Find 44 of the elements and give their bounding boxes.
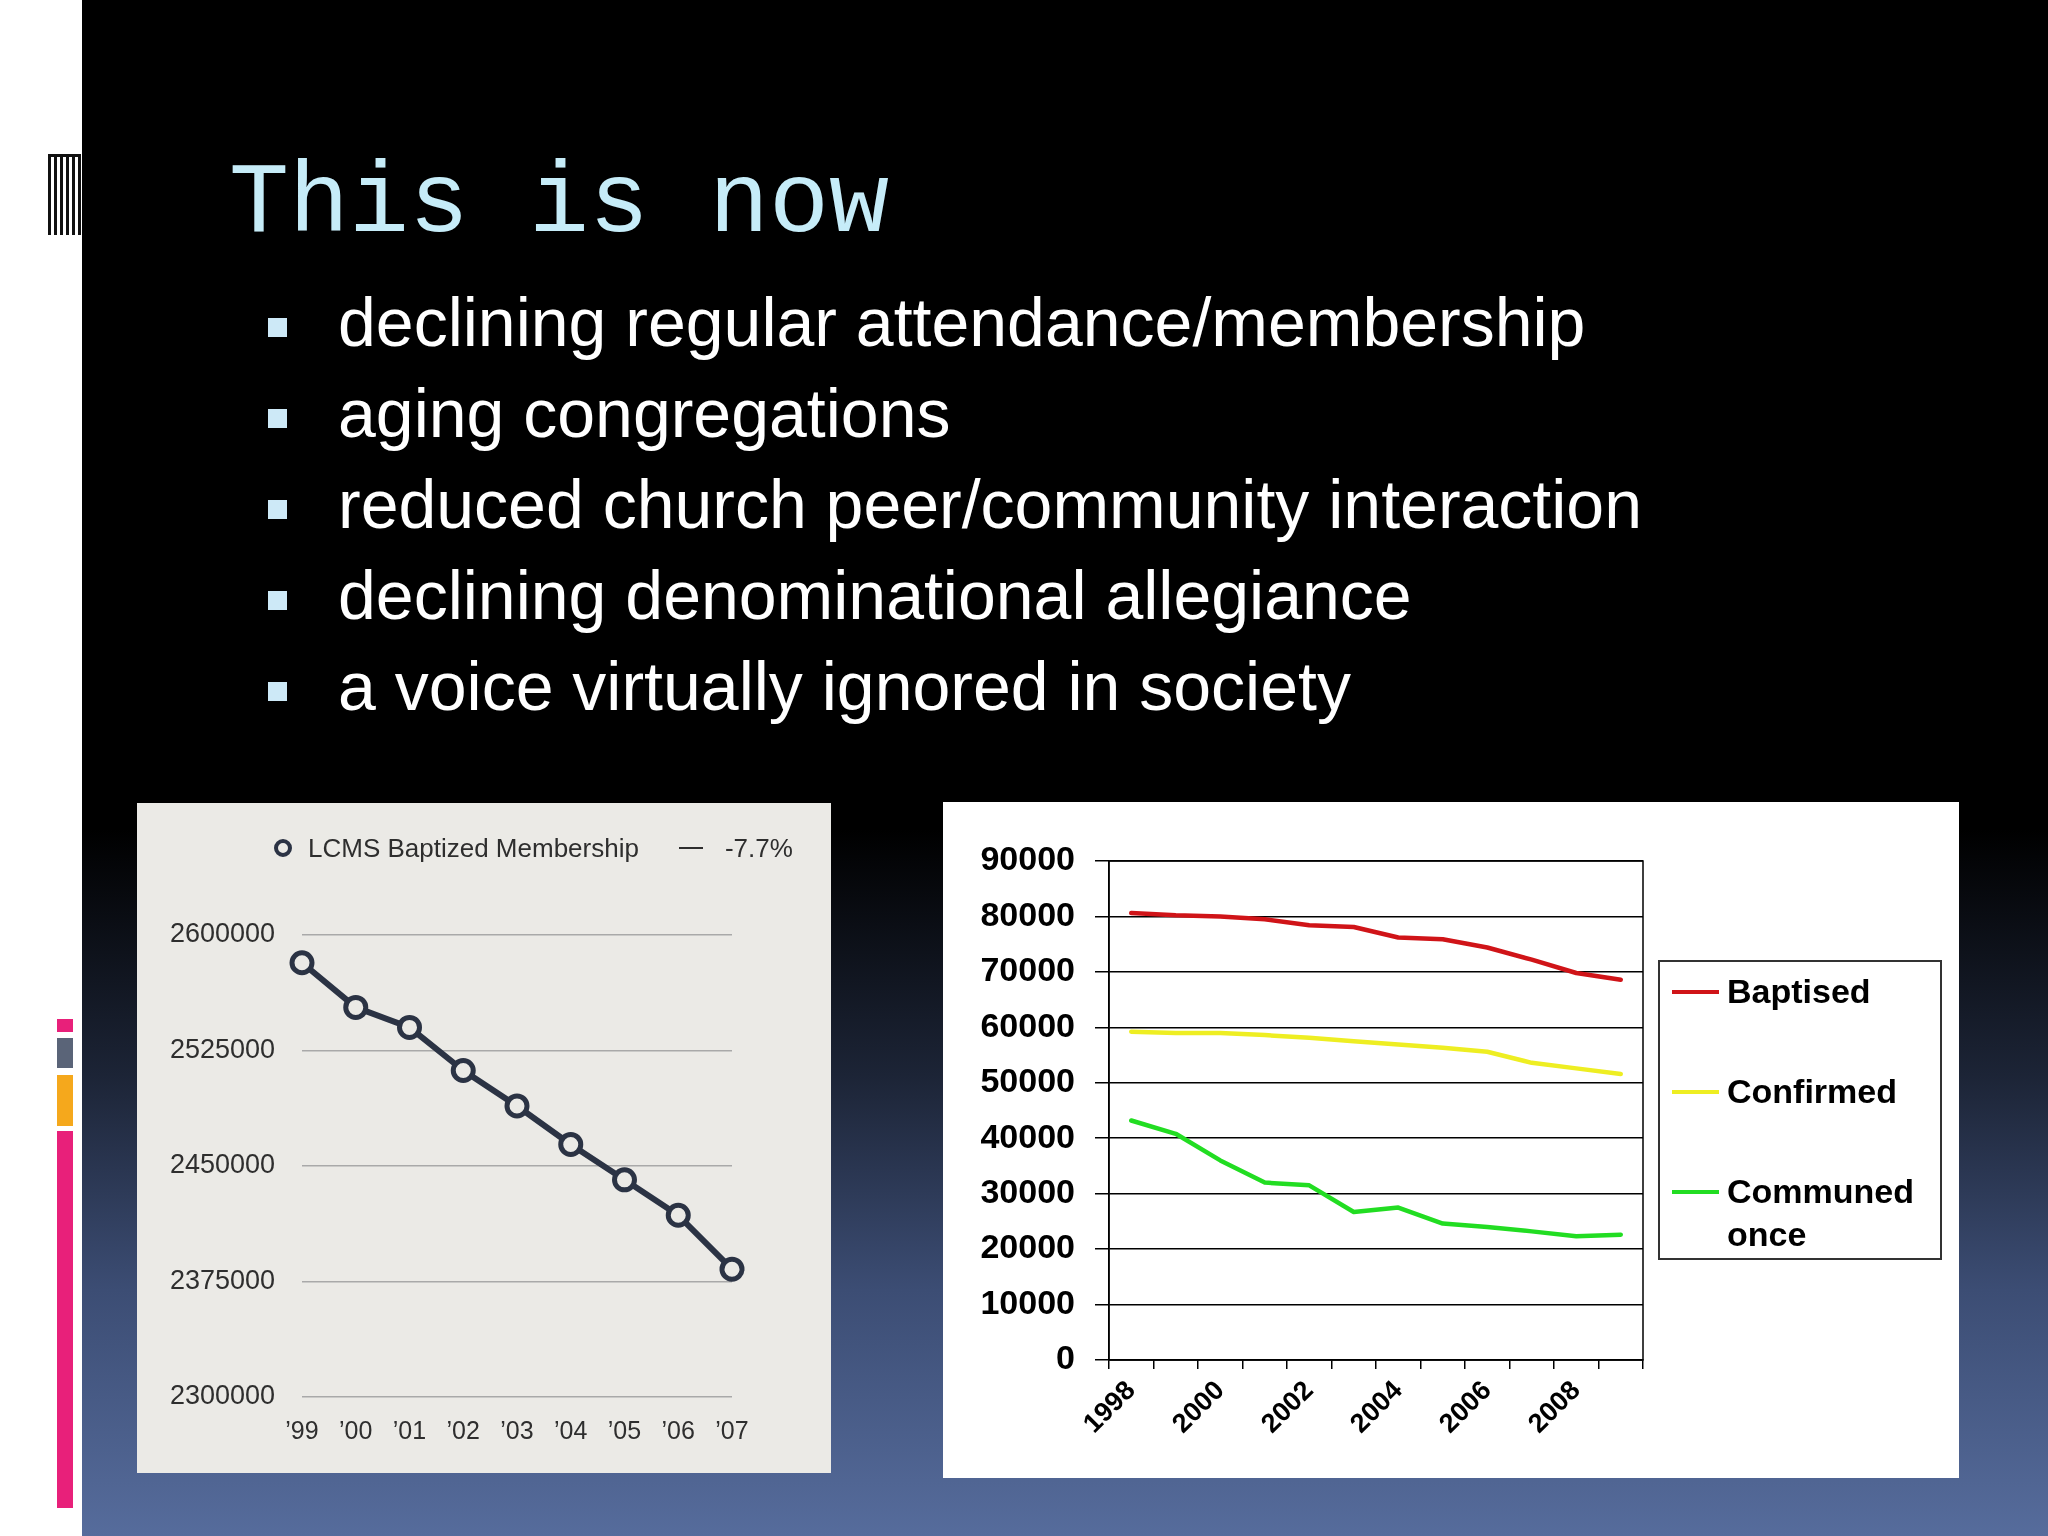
y-tick-label: 20000 — [980, 1227, 1075, 1266]
legend-label: Communed once — [1727, 1172, 1914, 1253]
text: a voice virtually ignored in society — [338, 648, 1351, 724]
point — [504, 1093, 530, 1119]
point — [665, 1202, 691, 1228]
y-tick-label: 60000 — [980, 1005, 1075, 1044]
point — [450, 1058, 476, 1084]
text: aging congregations — [338, 375, 951, 451]
y-tick-label: 10000 — [980, 1282, 1075, 1321]
y-tick-label: 2450000 — [169, 1149, 275, 1180]
x-tick-label: ’02 — [446, 1415, 480, 1444]
x-tick-label: ’00 — [339, 1415, 373, 1444]
point — [397, 1014, 422, 1040]
text: declining regular attendance/membership — [338, 284, 1586, 360]
text: reduced church peer/community interaction — [338, 466, 1642, 542]
y-tick-label: 2525000 — [169, 1033, 275, 1064]
legend-label: LCMS Baptized Membership — [308, 833, 639, 863]
text: -7.7% — [724, 833, 793, 863]
x-tick-label: ’06 — [661, 1415, 695, 1444]
y-tick-label: 80000 — [980, 894, 1075, 933]
legend-label: Confirmed — [1727, 1072, 1897, 1110]
y-tick-label: 0 — [1056, 1338, 1075, 1377]
y-tick-label: 70000 — [980, 950, 1075, 989]
text: This is now — [229, 148, 890, 261]
y-tick-label: 2300000 — [169, 1380, 275, 1411]
legend-label: Baptised — [1727, 972, 1871, 1010]
y-tick-label: 2600000 — [169, 918, 275, 949]
point — [719, 1256, 745, 1282]
text: declining denominational allegiance — [338, 557, 1412, 633]
x-tick-label: ’07 — [715, 1415, 749, 1444]
y-tick-label: 30000 — [980, 1172, 1075, 1211]
x-tick-label: ’05 — [607, 1415, 642, 1444]
y-tick-label: 2375000 — [169, 1264, 275, 1295]
point — [289, 950, 315, 976]
point — [612, 1167, 637, 1193]
y-tick-label: 40000 — [980, 1116, 1075, 1155]
x-tick-label: ’99 — [285, 1415, 319, 1444]
y-tick-label: 50000 — [980, 1061, 1075, 1100]
x-tick-label: ’04 — [554, 1415, 588, 1444]
x-tick-label: ’01 — [392, 1415, 427, 1444]
point — [343, 994, 369, 1020]
point — [558, 1131, 584, 1157]
x-tick-label: ’03 — [500, 1415, 534, 1444]
y-tick-label: 90000 — [980, 839, 1075, 878]
